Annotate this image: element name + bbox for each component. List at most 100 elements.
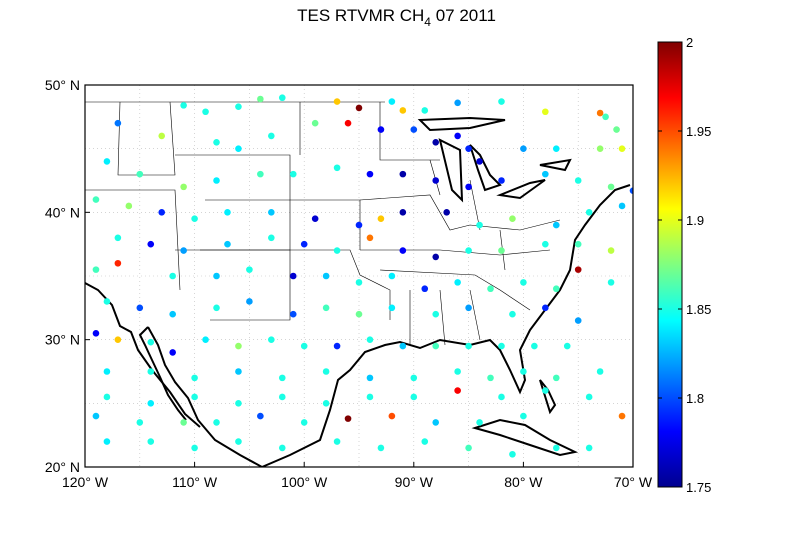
data-point xyxy=(169,310,176,318)
data-point xyxy=(542,170,549,178)
data-point xyxy=(454,279,461,286)
data-point xyxy=(377,444,385,452)
data-point xyxy=(465,304,472,312)
data-point xyxy=(246,266,253,273)
data-point xyxy=(366,336,374,343)
data-point xyxy=(399,209,407,216)
data-point xyxy=(333,247,341,254)
data-point xyxy=(602,113,609,121)
data-point xyxy=(333,164,341,172)
data-point xyxy=(169,349,176,356)
data-point xyxy=(289,272,297,280)
grid-lines xyxy=(85,85,633,467)
data-point xyxy=(114,119,122,127)
data-point xyxy=(498,393,505,401)
data-point xyxy=(618,412,626,420)
data-point xyxy=(103,158,111,165)
data-point xyxy=(432,253,440,261)
data-point xyxy=(607,279,615,286)
data-point xyxy=(322,368,330,375)
data-point xyxy=(268,132,275,140)
data-point xyxy=(498,342,505,350)
chart-title: TES RTVMR CH4 07 2011 xyxy=(297,6,496,29)
data-point xyxy=(509,310,516,318)
data-point xyxy=(224,209,231,216)
data-point xyxy=(542,304,549,312)
data-point xyxy=(585,393,593,401)
data-point xyxy=(125,202,133,210)
data-point xyxy=(202,108,209,116)
data-point xyxy=(268,336,275,343)
x-tick-label: 120° W xyxy=(62,474,109,490)
data-point xyxy=(552,285,560,293)
x-tick-label: 110° W xyxy=(172,474,218,490)
data-point xyxy=(388,412,396,420)
data-point xyxy=(278,94,286,102)
y-axis: 20° N 30° N 40° N 50° N xyxy=(45,77,90,475)
data-point xyxy=(355,279,363,286)
x-tick-label: 80° W xyxy=(504,474,543,490)
data-point xyxy=(596,368,604,375)
data-point xyxy=(180,102,187,109)
data-point xyxy=(542,240,549,248)
data-point xyxy=(92,196,100,203)
data-point xyxy=(618,202,626,210)
data-points xyxy=(92,94,633,458)
data-point xyxy=(410,374,418,382)
data-point xyxy=(344,119,352,127)
data-point xyxy=(257,170,264,178)
data-point xyxy=(289,170,297,178)
data-point xyxy=(388,304,396,312)
data-point xyxy=(224,240,231,248)
data-point xyxy=(333,342,341,350)
data-point xyxy=(213,177,220,184)
data-point xyxy=(399,342,407,350)
data-point xyxy=(235,103,242,110)
data-point xyxy=(574,177,582,184)
data-point xyxy=(613,126,620,133)
x-tick-label: 100° W xyxy=(281,474,328,490)
data-point xyxy=(235,400,242,407)
data-point xyxy=(585,444,593,452)
data-point xyxy=(300,342,308,350)
data-point xyxy=(454,387,461,394)
plot-frame xyxy=(84,84,634,468)
data-point xyxy=(235,438,242,445)
data-point xyxy=(246,298,253,305)
data-point xyxy=(180,419,187,426)
data-point xyxy=(596,145,604,152)
y-tick-label: 50° N xyxy=(45,77,80,93)
data-point xyxy=(618,145,626,152)
data-point xyxy=(311,215,319,222)
data-point xyxy=(465,247,472,254)
data-point xyxy=(289,310,297,318)
data-point xyxy=(257,95,264,103)
data-point xyxy=(114,234,122,242)
data-point xyxy=(410,126,418,133)
data-point xyxy=(322,400,330,407)
data-point xyxy=(344,415,352,422)
data-point xyxy=(465,342,472,350)
x-axis: 120° W 110° W 100° W 90° W 80° W 70° W xyxy=(62,462,653,490)
data-point xyxy=(235,342,242,350)
data-point xyxy=(421,285,429,293)
data-point xyxy=(257,412,264,420)
data-point xyxy=(300,419,308,426)
data-point xyxy=(607,247,615,254)
data-point xyxy=(388,272,396,280)
colorbar-tick-label: 1.8 xyxy=(686,391,704,406)
data-point xyxy=(432,310,440,318)
data-point xyxy=(552,221,560,229)
data-point xyxy=(509,450,516,458)
data-point xyxy=(498,98,505,105)
data-point xyxy=(268,234,275,242)
data-point xyxy=(333,438,341,445)
data-point xyxy=(607,183,615,191)
data-point xyxy=(92,330,100,337)
data-point xyxy=(235,368,242,375)
data-point xyxy=(114,259,122,267)
data-point xyxy=(213,304,220,312)
data-point xyxy=(180,247,187,254)
data-point xyxy=(509,215,516,222)
data-point xyxy=(103,368,111,375)
